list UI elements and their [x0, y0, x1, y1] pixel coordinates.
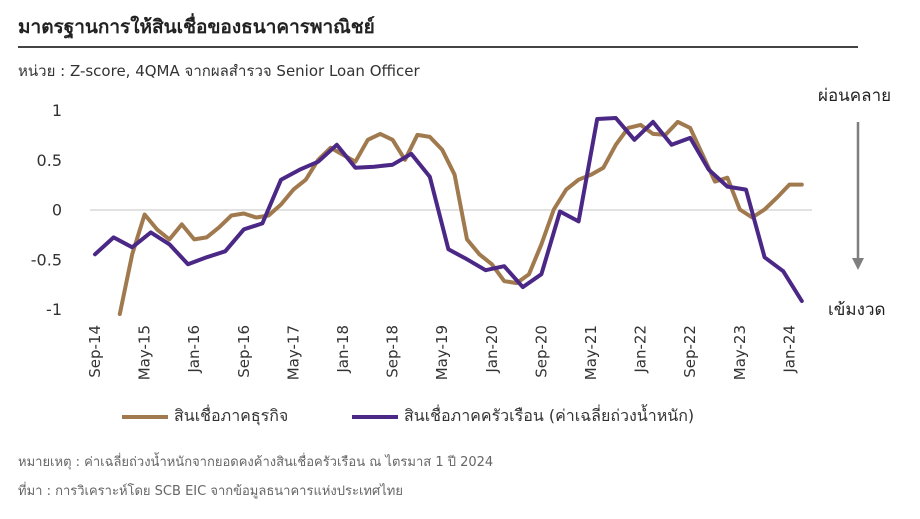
x-tick-label: Jan-20	[483, 325, 501, 374]
annotation-easing: ผ่อนคลาย	[818, 86, 892, 106]
y-tick-label: 1	[52, 101, 62, 120]
x-tick-label: Sep-16	[235, 325, 253, 378]
x-tick-label: Jan-22	[632, 325, 650, 374]
x-tick-label: May-15	[136, 325, 154, 380]
legend-swatch-business	[122, 414, 168, 419]
series-line-household	[93, 116, 804, 303]
y-tick-label: 0	[52, 201, 62, 220]
annotation-tightening: เข้มงวด	[828, 300, 886, 320]
x-tick-label: Jan-16	[185, 325, 203, 374]
legend-label-household: สินเชื่อภาคครัวเรือน (ค่าเฉลี่ยถ่วงน้ำหน…	[404, 406, 695, 425]
x-tick-label: May-17	[284, 325, 302, 380]
x-tick-label: Sep-20	[532, 325, 550, 378]
y-axis-ticks: 1 0.5 0 -0.5 -1	[31, 101, 62, 319]
y-tick-label: 0.5	[37, 151, 62, 170]
y-tick-label: -1	[46, 300, 62, 319]
x-tick-label: Jan-18	[334, 325, 352, 374]
x-tick-label: May-21	[582, 325, 600, 380]
x-tick-label: May-19	[433, 325, 451, 380]
series-line-business	[117, 119, 804, 316]
y-tick-label: -0.5	[31, 250, 62, 269]
footnote-note: หมายเหตุ : ค่าเฉลี่ยถ่วงน้ำหนักจากยอดคงค…	[18, 455, 494, 470]
x-tick-label: Sep-18	[384, 325, 402, 378]
legend-item-business: สินเชื่อภาคธุรกิจ	[122, 404, 288, 429]
legend-swatch-household	[352, 414, 398, 419]
x-tick-label: Sep-14	[86, 325, 104, 378]
title-divider	[18, 46, 858, 48]
chart-subtitle: หน่วย : Z-score, 4QMA จากผลสำรวจ Senior …	[18, 62, 420, 80]
x-tick-label: Sep-22	[681, 325, 699, 378]
legend-item-household: สินเชื่อภาคครัวเรือน (ค่าเฉลี่ยถ่วงน้ำหน…	[352, 404, 694, 429]
direction-arrow	[852, 122, 864, 270]
x-axis-ticks: Sep-14 May-15 Jan-16 Sep-16 May-17 Jan-18 Sep-…	[86, 325, 798, 380]
chart-title: มาตรฐานการให้สินเชื่อของธนาคารพาณิชย์	[18, 16, 375, 38]
footnote-source: ที่มา : การวิเคราะห์โดย SCB EIC จากข้อมู…	[18, 484, 403, 499]
x-tick-label: May-23	[731, 325, 749, 380]
x-tick-label: Jan-24	[780, 325, 798, 374]
legend-label-business: สินเชื่อภาคธุรกิจ	[174, 406, 289, 425]
direction-arrow-head	[852, 258, 864, 270]
chart-series	[93, 116, 804, 316]
